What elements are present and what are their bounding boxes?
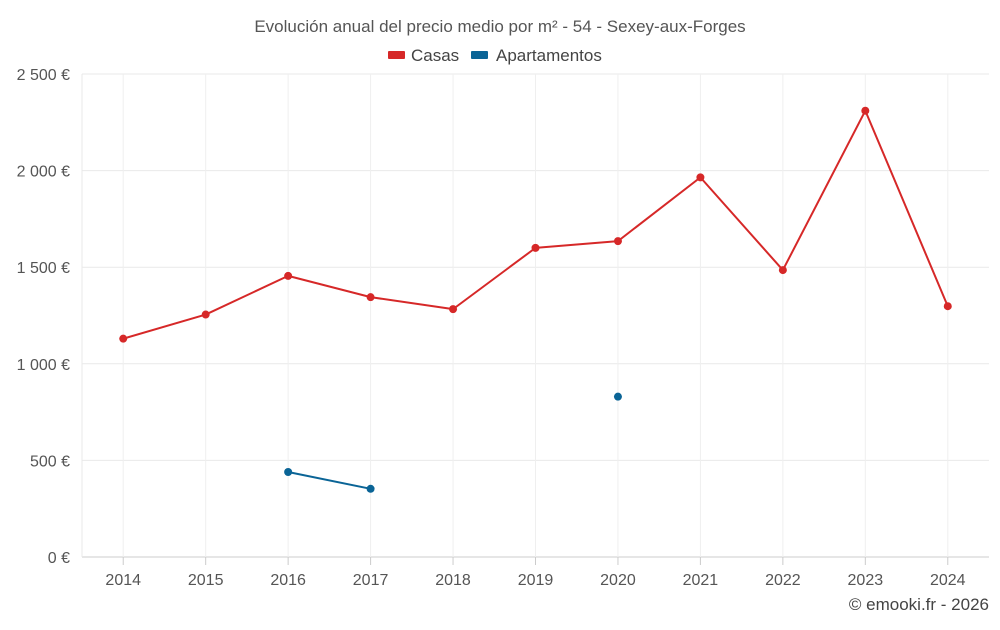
legend-label-casas: Casas <box>411 46 459 65</box>
y-tick-label: 2 500 € <box>17 67 70 84</box>
data-point-casas-2018 <box>449 305 458 314</box>
series-layer <box>119 106 952 493</box>
x-tick-label: 2024 <box>930 572 966 589</box>
x-tick-label: 2014 <box>105 572 141 589</box>
legend: Casas Apartamentos <box>388 46 602 65</box>
data-point-casas-2015 <box>201 310 210 319</box>
data-point-casas-2017 <box>366 293 375 302</box>
x-tick-label: 2018 <box>435 572 471 589</box>
legend-item-casas[interactable]: Casas <box>388 46 459 65</box>
data-point-apartamentos-2020 <box>613 392 622 401</box>
x-tick-label: 2021 <box>683 572 719 589</box>
data-point-casas-2024 <box>943 302 952 311</box>
data-point-casas-2020 <box>613 237 622 246</box>
x-tick-label: 2015 <box>188 572 224 589</box>
data-point-casas-2023 <box>861 106 870 115</box>
credit-text: © emooki.fr - 2026 <box>849 595 989 614</box>
x-tick-label: 2019 <box>518 572 554 589</box>
y-tick-label: 1 500 € <box>17 260 70 277</box>
data-point-apartamentos-2016 <box>284 467 293 476</box>
legend-item-apartamentos[interactable]: Apartamentos <box>471 46 602 65</box>
legend-label-apartamentos: Apartamentos <box>496 46 602 65</box>
series-apartamentos <box>284 392 622 493</box>
x-axis: 2014 2015 2016 2017 2018 2019 2020 2021 2022 2023… <box>105 557 966 589</box>
x-tick-label: 2020 <box>600 572 636 589</box>
y-axis: 0 € 500 € 1 000 € 1 500 € 2 000 € 2 500 € <box>17 67 70 567</box>
series-line-apartamentos <box>287 471 371 490</box>
legend-swatch-apartamentos <box>471 51 488 59</box>
legend-swatch-casas <box>388 51 405 59</box>
y-tick-label: 500 € <box>30 453 70 470</box>
y-tick-label: 2 000 € <box>17 164 70 181</box>
series-casas <box>119 106 952 343</box>
gridlines <box>81 73 989 558</box>
data-point-apartamentos-2017 <box>366 484 375 493</box>
data-point-casas-2016 <box>284 271 293 280</box>
chart-title: Evolución anual del precio medio por m² … <box>254 17 745 36</box>
data-point-casas-2022 <box>778 266 787 275</box>
x-tick-label: 2023 <box>848 572 884 589</box>
data-point-casas-2019 <box>531 243 540 252</box>
x-tick-label: 2022 <box>765 572 801 589</box>
x-tick-label: 2017 <box>353 572 389 589</box>
data-point-casas-2021 <box>696 173 705 182</box>
y-tick-label: 1 000 € <box>17 357 70 374</box>
x-tick-label: 2016 <box>270 572 306 589</box>
y-tick-label: 0 € <box>48 550 70 567</box>
data-point-casas-2014 <box>119 334 128 343</box>
